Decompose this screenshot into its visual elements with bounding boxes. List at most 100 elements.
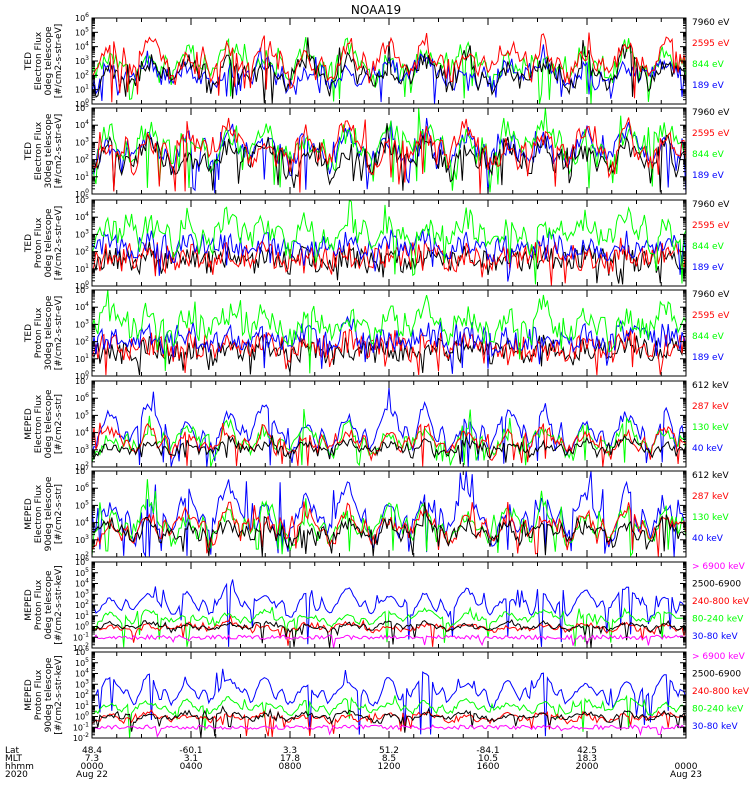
y-tick-label: 10-1 [73, 721, 89, 732]
y-tick-label: 100 [75, 98, 89, 109]
legend-label: 844 eV [692, 332, 725, 342]
y-tick-label: 103 [75, 678, 89, 689]
footer-value: 0400 [180, 762, 203, 772]
y-tick-exponent: 1 [85, 610, 89, 617]
y-tick-exponent: 5 [85, 26, 89, 33]
y-tick-label: 105 [75, 194, 89, 205]
y-axis-label-line: [#/cm2-s-str-eV] [54, 114, 64, 189]
y-tick-label: 105 [75, 657, 89, 668]
panel-series-group [92, 200, 686, 286]
y-tick-label: 100 [75, 621, 89, 632]
y-tick-exponent: -1 [83, 721, 89, 728]
series-30-80-kev-line [92, 668, 686, 737]
y-tick-exponent: 6 [85, 482, 89, 489]
series-80-240-kev-line [92, 694, 686, 738]
y-tick-label: 106 [75, 646, 89, 657]
y-tick-exponent: 3 [85, 136, 89, 143]
footer-value: 48.4 [82, 746, 102, 756]
y-tick-exponent: 2 [85, 154, 89, 161]
legend-label: 2500-6900 [692, 580, 741, 590]
y-tick-exponent: 1 [85, 353, 89, 360]
footer-value: -60.1 [179, 746, 202, 756]
y-tick-exponent: 0 [85, 621, 89, 628]
panel-frame [91, 107, 687, 195]
footer-value: 0800 [279, 762, 302, 772]
y-tick-label: 103 [75, 136, 89, 147]
footer-value: 51.2 [379, 746, 399, 756]
y-tick-exponent: 1 [85, 263, 89, 270]
y-tick-exponent: 2 [85, 599, 89, 606]
y-axis-label-line: MEPED [24, 589, 34, 621]
y-axis-label-line: 30deg telescope [44, 295, 54, 370]
y-tick-label: 104 [75, 427, 89, 438]
legend-label: 189 eV [692, 81, 725, 91]
y-tick-label: 105 [75, 567, 89, 578]
y-tick-label: 106 [75, 392, 89, 403]
legend-label: 30-80 keV [692, 722, 738, 732]
y-axis-label-line: [#/cm2-s-str-keV] [54, 565, 64, 644]
series-189-ev-line [92, 228, 686, 282]
y-tick-label: 100 [75, 711, 89, 722]
legend-label: 844 eV [692, 242, 725, 252]
legend-label: 287 keV [692, 492, 729, 502]
panel-frame [91, 199, 687, 287]
y-tick-label: 10-2 [73, 732, 89, 743]
y-tick-exponent: 6 [85, 392, 89, 399]
y-tick-exponent: 5 [85, 499, 89, 506]
series-2500-6900-line [92, 705, 686, 738]
series-612-kev-line [92, 502, 686, 557]
y-tick-exponent: -2 [83, 732, 89, 739]
y-tick-label: 101 [75, 610, 89, 621]
y-tick-exponent: 1 [85, 84, 89, 91]
y-tick-label: 100 [75, 280, 89, 291]
y-tick-label: 106 [75, 482, 89, 493]
y-axis-label-line: [#/cm2-s-str-eV] [54, 206, 64, 281]
y-tick-exponent: 3 [85, 534, 89, 541]
panel-series-group [92, 108, 686, 194]
footer-value: 10.5 [478, 754, 498, 764]
footer-value: 0000 [675, 762, 698, 772]
legend-label: 130 keV [692, 423, 729, 433]
y-tick-exponent: 7 [85, 465, 89, 472]
y-tick-label: 103 [75, 444, 89, 455]
y-tick-exponent: 0 [85, 370, 89, 377]
series-30-80-kev-line [92, 579, 686, 647]
y-tick-exponent: 4 [85, 578, 89, 585]
y-tick-label: 105 [75, 26, 89, 37]
y-tick-label: 101 [75, 84, 89, 95]
legend-label: 844 eV [692, 150, 725, 160]
y-tick-exponent: 2 [85, 246, 89, 253]
legend-label: 7960 eV [692, 200, 730, 210]
legend-label: 80-240 keV [692, 705, 744, 715]
y-axis-label-line: 0deg telescope [44, 570, 54, 640]
y-tick-label: 106 [75, 12, 89, 23]
y-tick-exponent: 5 [85, 284, 89, 291]
legend-label: 612 keV [692, 381, 729, 391]
legend-label: > 6900 keV [692, 652, 746, 662]
y-tick-label: 103 [75, 318, 89, 329]
legend-label: 844 eV [692, 60, 725, 70]
footer-value: Aug 23 [670, 770, 702, 780]
footer-value: 3.1 [184, 754, 198, 764]
panel-frame [91, 17, 687, 105]
panel-series-group [92, 471, 686, 557]
y-tick-label: 102 [75, 336, 89, 347]
y-tick-exponent: 4 [85, 41, 89, 48]
y-tick-exponent: 5 [85, 567, 89, 574]
y-axis-label-line: MEPED [24, 408, 34, 440]
legend-label: 240-800 keV [692, 687, 750, 697]
y-tick-exponent: 0 [85, 98, 89, 105]
y-axis-label-line: Proton Flux [34, 307, 44, 358]
y-tick-label: 10-1 [73, 631, 89, 642]
panel-series-group [92, 668, 686, 738]
panel-frame [91, 380, 687, 468]
footer-value: 17.8 [280, 754, 300, 764]
legend-label: > 6900 keV [692, 562, 746, 572]
y-tick-exponent: 4 [85, 668, 89, 675]
y-tick-exponent: 7 [85, 375, 89, 382]
legend-label: 2500-6900 [692, 670, 741, 680]
y-tick-exponent: 2 [85, 551, 89, 558]
